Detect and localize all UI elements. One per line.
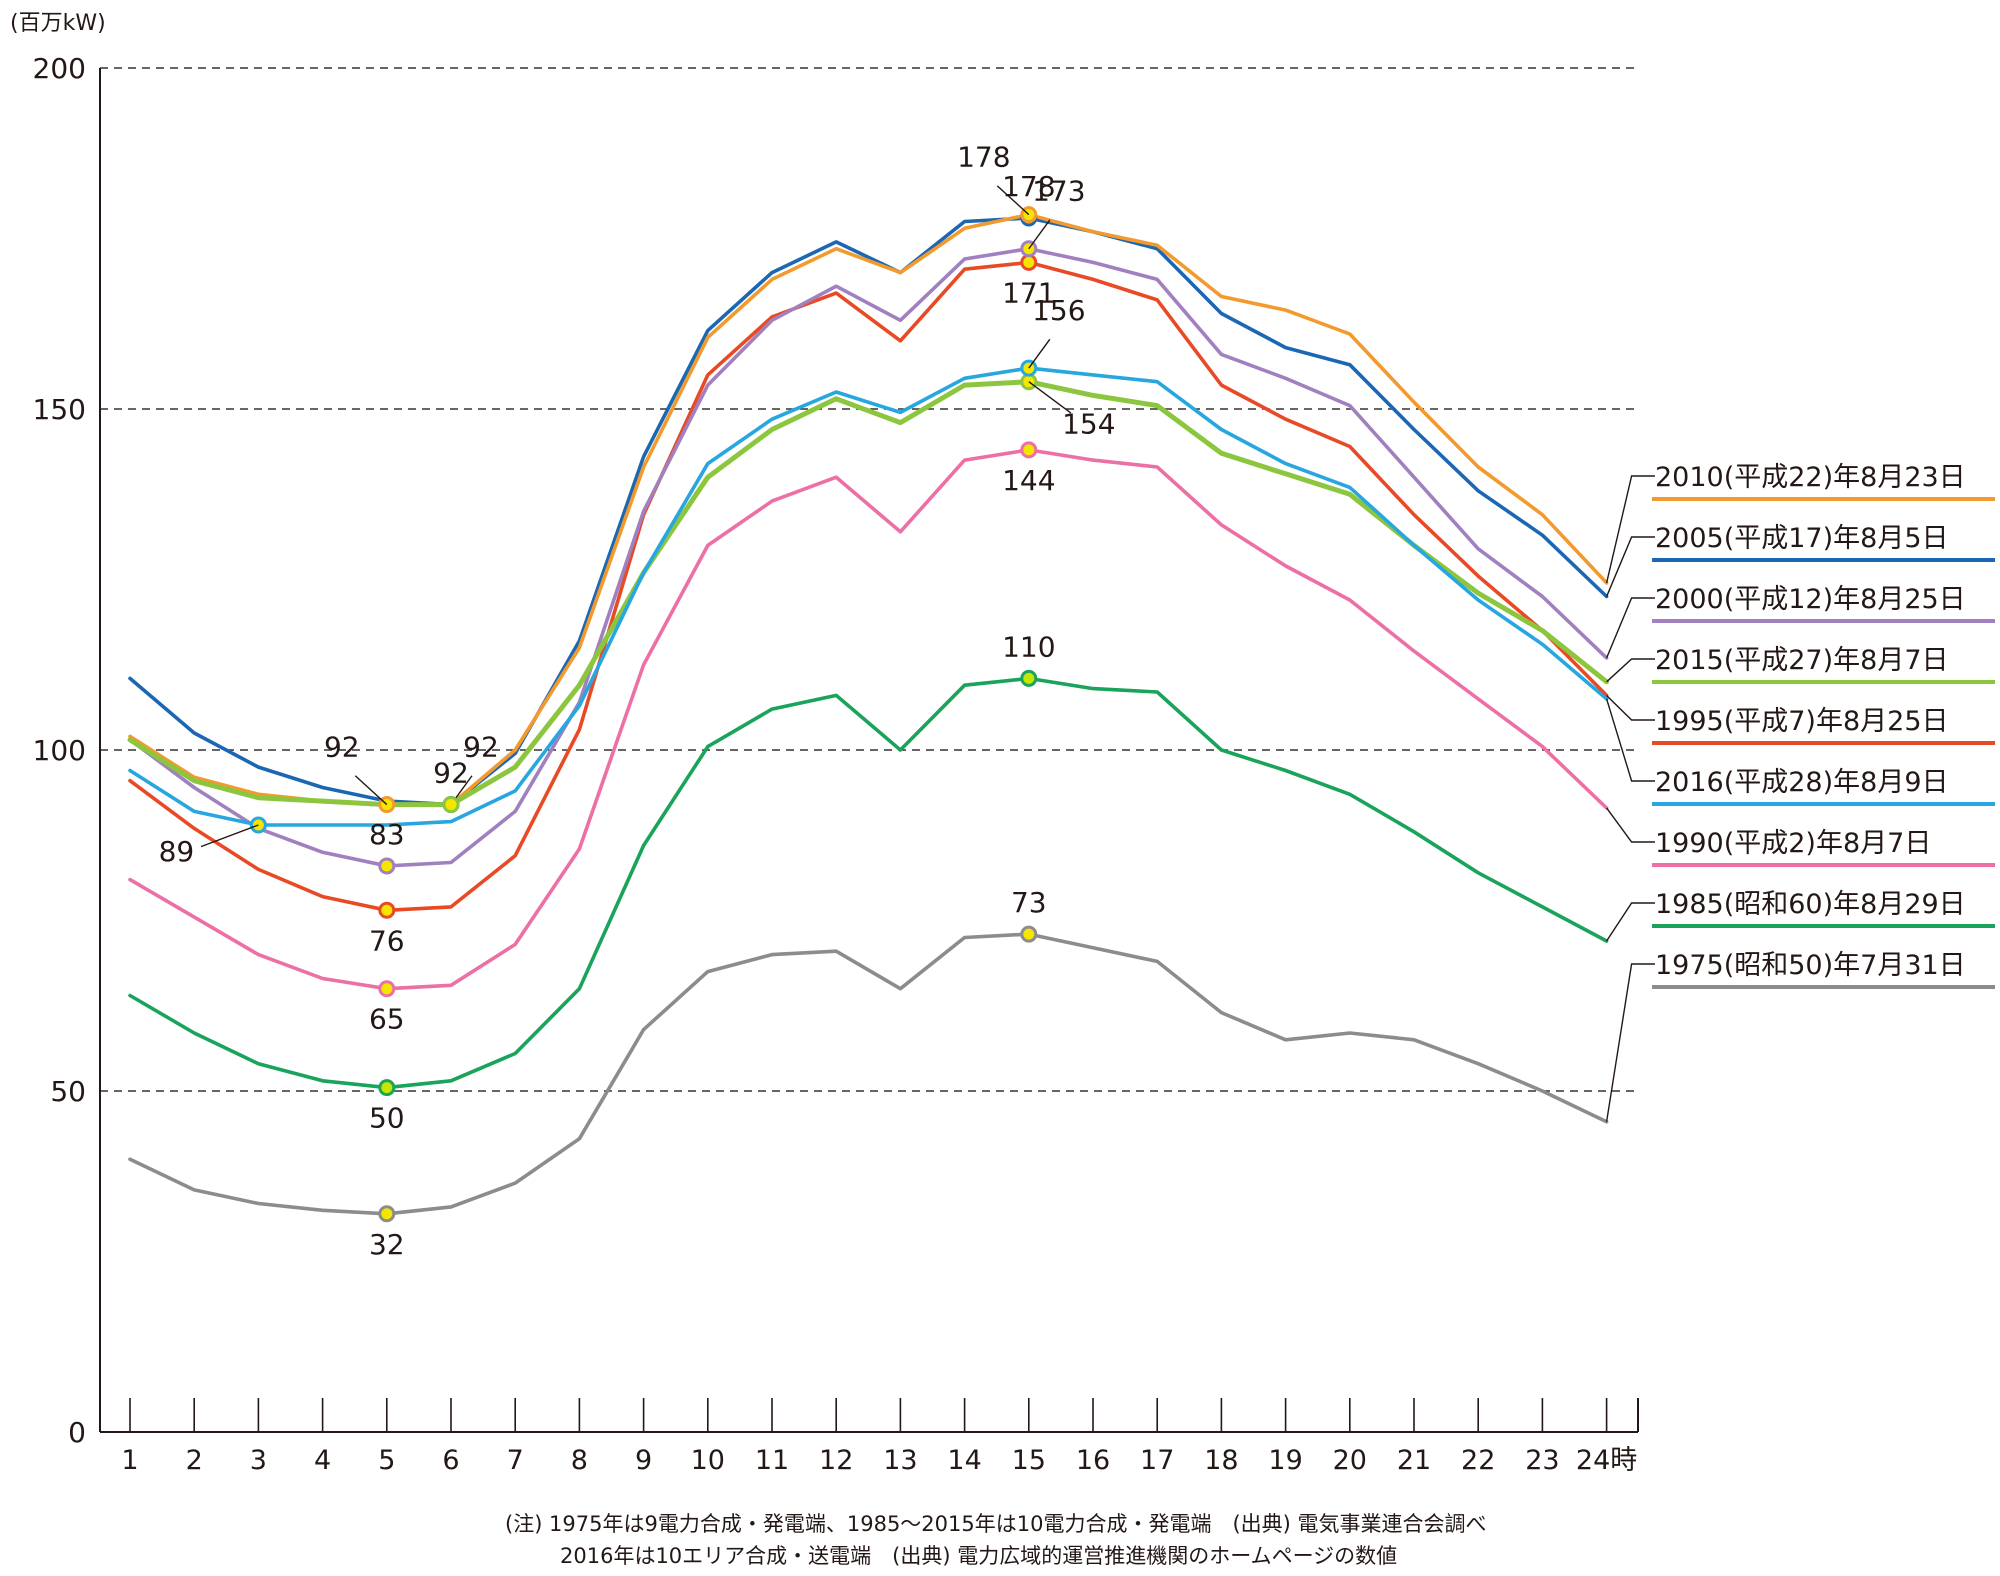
legend-leader-8 (1605, 963, 1655, 1122)
legend-leader-6 (1606, 807, 1655, 843)
legend-leader-2 (1605, 597, 1655, 659)
data-label-8-3: 89 (159, 835, 195, 868)
x-tick-label-8: 8 (571, 1445, 588, 1476)
y-tick-label-200: 200 (33, 52, 86, 85)
x-tick-label-11: 11 (755, 1445, 789, 1476)
marker-1-15 (1020, 669, 1038, 687)
x-tick-label-18: 18 (1204, 1445, 1238, 1476)
x-tick-label-19: 19 (1268, 1445, 1302, 1476)
legend-label-0: 2010(平成22)年8月23日 (1655, 462, 1966, 493)
y-tick-label-50: 50 (50, 1075, 86, 1108)
x-tick-label-1: 1 (121, 1445, 138, 1476)
series-line-7 (127, 379, 1610, 808)
marker-3-15 (1020, 253, 1038, 271)
data-label-4-15: 173 (1032, 175, 1085, 208)
footnote-line-1: (注) 1975年は9電力合成・発電端、1985〜2015年は10電力合成・発電… (505, 1512, 1487, 1536)
legend-label-6: 1990(平成2)年8月7日 (1655, 828, 1931, 859)
footnote-line-2: 2016年は10エリア合成・送電端 (出典) 電力広域的運営推進機関のホームペー… (560, 1544, 1398, 1568)
marker-0-15 (1020, 925, 1038, 943)
data-label-5-6: 92 (463, 731, 499, 764)
marker-0-5 (378, 1205, 396, 1223)
y-tick-label-100: 100 (33, 734, 86, 767)
x-tick-label-10: 10 (691, 1445, 725, 1476)
data-label-6-5: 92 (324, 731, 360, 764)
legend: 2010(平成22)年8月23日 2005(平成17)年8月5日 2000(平成12… (1605, 462, 1995, 1122)
legend-label-7: 1985(昭和60)年8月29日 (1655, 889, 1966, 920)
data-label-3-15: 171 (1002, 276, 1055, 309)
data-label-0-5: 32 (369, 1228, 405, 1261)
marker-1-5 (378, 1079, 396, 1097)
x-tick-label-23: 23 (1525, 1445, 1559, 1476)
marker-leader-6-5 (354, 775, 388, 806)
data-label-6-15: 178 (957, 141, 1010, 174)
x-tick-label-2: 2 (186, 1445, 203, 1476)
legend-leader-3 (1606, 658, 1655, 683)
data-label-8-15: 156 (1032, 294, 1085, 327)
data-label-7-6: 92 (433, 757, 469, 790)
x-tick-label-17: 17 (1140, 1445, 1174, 1476)
marker-2-15 (1020, 441, 1038, 459)
marker-leader-6-15 (996, 185, 1030, 216)
data-label-0-15: 73 (1011, 886, 1047, 919)
x-tick-label-13: 13 (883, 1445, 917, 1476)
legend-label-3: 2015(平成27)年8月7日 (1655, 645, 1949, 676)
marker-3-5 (378, 901, 396, 919)
data-label-4-5: 83 (369, 818, 405, 851)
legend-leader-7 (1606, 902, 1655, 942)
legend-label-5: 2016(平成28)年8月9日 (1655, 767, 1949, 798)
x-tick-label-5: 5 (378, 1445, 395, 1476)
legend-label-8: 1975(昭和50)年7月31日 (1655, 950, 1966, 981)
data-label-1-5: 50 (369, 1102, 405, 1135)
legend-label-4: 1995(平成7)年8月25日 (1655, 706, 1949, 737)
marker-7-6 (442, 796, 460, 814)
x-tick-label-4: 4 (314, 1445, 331, 1476)
x-tick-label-3: 3 (250, 1445, 267, 1476)
y-axis-label: (百万kW) (10, 11, 106, 36)
legend-leader-5 (1605, 698, 1655, 782)
marker-4-5 (378, 857, 396, 875)
series-line-8 (128, 366, 1609, 827)
x-tick-label-9: 9 (635, 1445, 652, 1476)
data-label-3-5: 76 (369, 924, 405, 957)
series-lines (127, 212, 1610, 1216)
x-tick-label-12: 12 (819, 1445, 853, 1476)
x-tick-label-16: 16 (1076, 1445, 1110, 1476)
marker-leader-8-15 (1028, 338, 1051, 369)
marker-leader-4-15 (1028, 219, 1051, 250)
x-tick-label-21: 21 (1397, 1445, 1431, 1476)
legend-leader-1 (1605, 536, 1655, 597)
legend-leader-4 (1606, 694, 1655, 721)
data-label-2-5: 65 (369, 1003, 405, 1036)
data-label-1-15: 110 (1002, 630, 1055, 663)
x-tick-label-24: 24時 (1576, 1445, 1637, 1476)
series-line-4 (128, 246, 1609, 868)
series-line-5 (128, 216, 1609, 807)
legend-leader-0 (1605, 475, 1655, 584)
y-tick-label-150: 150 (33, 393, 86, 426)
marker-leader-7-15 (1028, 381, 1072, 414)
data-label-2-15: 144 (1002, 464, 1055, 497)
series-line-1 (128, 676, 1609, 1090)
x-tick-label-7: 7 (507, 1445, 524, 1476)
x-tick-label-15: 15 (1012, 1445, 1046, 1476)
x-tick-label-14: 14 (947, 1445, 981, 1476)
legend-label-1: 2005(平成17)年8月5日 (1655, 523, 1949, 554)
series-line-3 (128, 260, 1609, 913)
x-tick-label-20: 20 (1333, 1445, 1367, 1476)
series-line-0 (128, 932, 1609, 1216)
data-label-7-15: 154 (1062, 408, 1115, 441)
x-tick-label-6: 6 (442, 1445, 459, 1476)
grid-lines (100, 67, 1638, 1092)
marker-2-5 (378, 980, 396, 998)
marker-leader-8-3 (200, 824, 259, 848)
series-line-2 (128, 448, 1609, 991)
y-tick-label-0: 0 (68, 1416, 86, 1449)
x-tick-label-22: 22 (1461, 1445, 1495, 1476)
data-markers: 3273501106514476171831739217892178921548… (159, 141, 1116, 1261)
legend-label-2: 2000(平成12)年8月25日 (1655, 584, 1966, 615)
